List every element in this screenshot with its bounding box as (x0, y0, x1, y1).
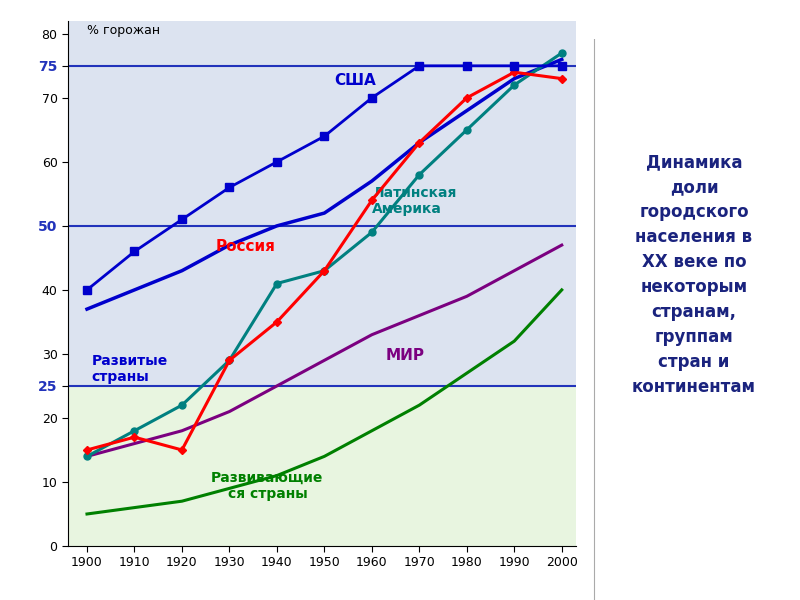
Text: Россия: Россия (215, 239, 275, 254)
Text: США: США (334, 73, 376, 88)
Text: Развитые
страны: Развитые страны (92, 354, 168, 384)
Text: МИР: МИР (386, 349, 425, 364)
Bar (68, 21, 576, 386)
Text: Динамика
доли
городского
населения в
ХХ веке по
некоторым
странам,
группам
стран: Динамика доли городского населения в ХХ … (632, 153, 756, 396)
Text: Латинская
Америка: Латинская Америка (372, 186, 456, 216)
Text: Геоурбанистика: Геоурбанистика (616, 10, 772, 29)
Text: Развивающие
ся страны: Развивающие ся страны (211, 471, 323, 501)
Text: % горожан: % горожан (87, 24, 160, 37)
Bar (68, 386, 576, 546)
